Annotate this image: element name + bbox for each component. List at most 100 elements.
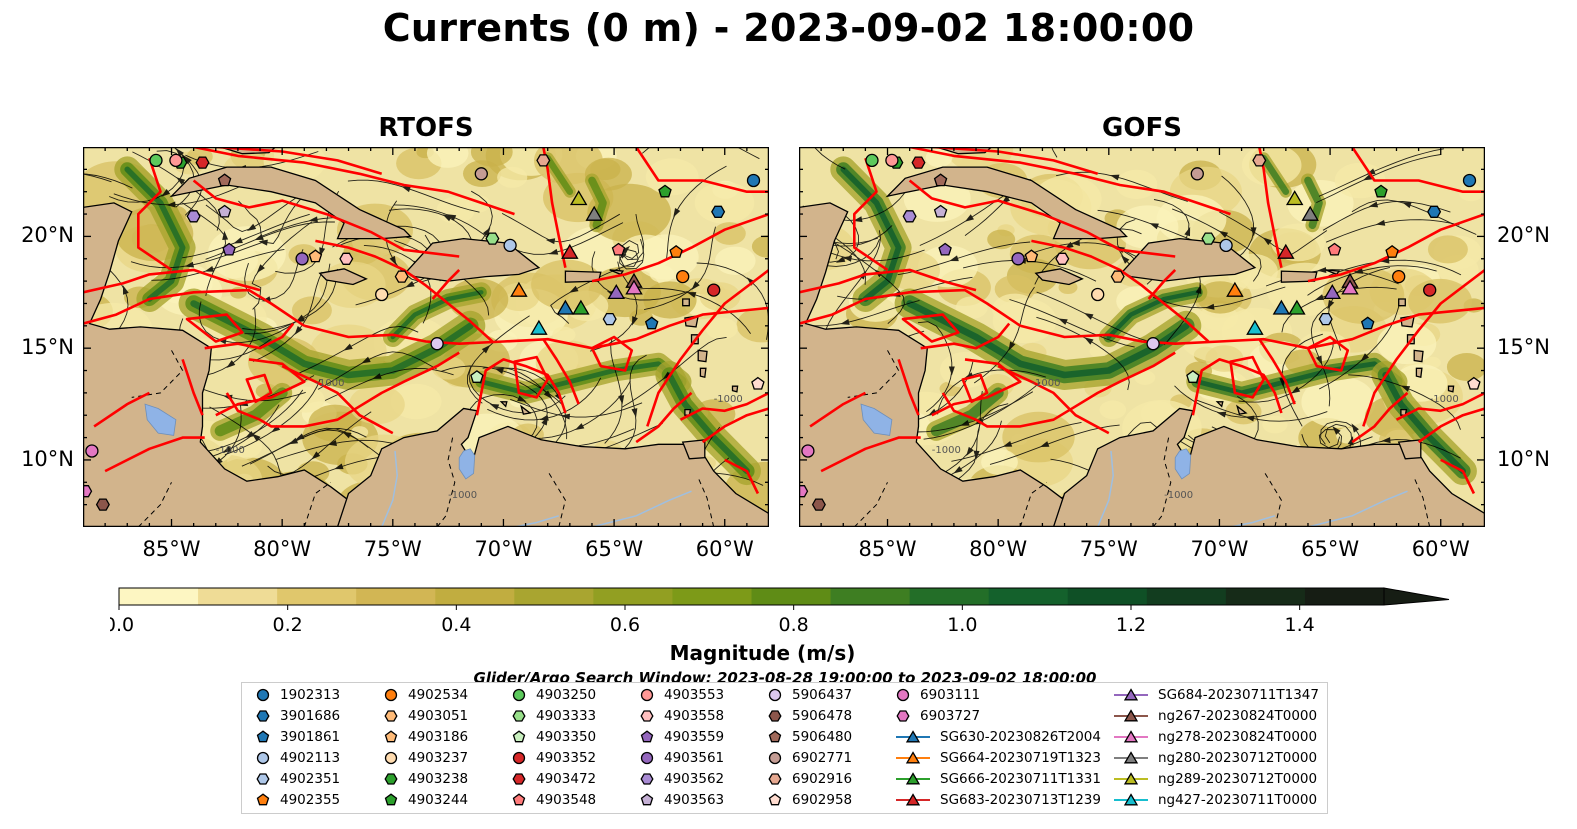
marker-4903558[interactable] xyxy=(1055,252,1070,265)
marker-4903051[interactable] xyxy=(394,270,409,283)
marker-4902355[interactable] xyxy=(1385,244,1399,258)
marker-4903352[interactable] xyxy=(707,283,721,297)
marker-4903563[interactable] xyxy=(933,204,948,218)
marker-4902534[interactable] xyxy=(1392,269,1406,284)
marker-1902313[interactable] xyxy=(1462,173,1477,188)
marker-4902534[interactable] xyxy=(676,269,690,284)
marker-6903727[interactable] xyxy=(83,485,93,498)
marker-6902916[interactable] xyxy=(536,154,551,167)
marker-ng278-20230824T0000[interactable] xyxy=(1341,279,1359,295)
marker-5906480[interactable] xyxy=(933,173,948,187)
country-border xyxy=(1019,481,1048,527)
marker-3901861[interactable] xyxy=(1360,316,1375,330)
marker-ng289-20230712T0000[interactable] xyxy=(1285,190,1304,206)
marker-6902771[interactable] xyxy=(1190,167,1204,181)
marker-4903561[interactable] xyxy=(295,252,309,266)
marker-4902351[interactable] xyxy=(602,312,617,326)
lon-tick-label: 75°W xyxy=(1079,537,1138,561)
marker-4903350[interactable] xyxy=(470,370,484,383)
legend-marker-triangle-icon xyxy=(1114,730,1148,743)
marker-6902771[interactable] xyxy=(474,167,488,181)
marker-SG664-20230719T1323[interactable] xyxy=(1226,281,1244,297)
country-border xyxy=(137,482,172,527)
marker-4903561[interactable] xyxy=(1011,252,1025,266)
legend-marker-hexagon-icon xyxy=(384,773,398,785)
colorbar-extend-arrow xyxy=(1383,587,1450,606)
marker-4903250[interactable] xyxy=(865,153,879,168)
marker-4903237[interactable] xyxy=(1091,287,1105,302)
marker-4903051[interactable] xyxy=(1110,270,1125,283)
marker-ng280-20230712T0000[interactable] xyxy=(585,205,603,221)
marker-ng427-20230711T0000[interactable] xyxy=(530,319,548,335)
marker-ng280-20230712T0000[interactable] xyxy=(1301,205,1319,221)
marker-SG683-20230713T1239[interactable] xyxy=(1277,243,1295,259)
marker-4902351[interactable] xyxy=(1318,312,1333,326)
marker-3901861[interactable] xyxy=(644,316,659,330)
marker-4903558[interactable] xyxy=(339,252,354,265)
marker-5906480[interactable] xyxy=(217,173,232,187)
marker-4903186[interactable] xyxy=(1024,249,1039,263)
legend-label: ng267-20230824T0000 xyxy=(1158,708,1318,724)
marker-4903352[interactable] xyxy=(1423,283,1437,297)
country-border xyxy=(853,482,888,527)
marker-SG684-20230711T1347[interactable] xyxy=(1323,284,1342,300)
marker-4903548[interactable] xyxy=(1327,242,1342,256)
marker-ng427-20230711T0000[interactable] xyxy=(1246,319,1264,335)
marker-1902313[interactable] xyxy=(746,173,761,188)
marker-SG683-20230713T1239[interactable] xyxy=(561,243,579,259)
marker-6903727[interactable] xyxy=(799,485,809,498)
marker-4903472[interactable] xyxy=(911,156,926,169)
marker-4903548[interactable] xyxy=(611,242,626,256)
marker-4902113[interactable] xyxy=(503,238,517,253)
marker-3901686[interactable] xyxy=(711,205,726,218)
marker-3901686[interactable] xyxy=(1427,205,1442,218)
marker-6902958[interactable] xyxy=(1467,376,1481,390)
marker-6903111[interactable] xyxy=(85,444,99,458)
marker-SG630-20230826T2004[interactable] xyxy=(1272,299,1291,315)
marker-ng278-20230824T0000[interactable] xyxy=(625,279,643,295)
map-panel-gofs[interactable]: -1000 -1000 -1000 -1000 xyxy=(799,147,1485,527)
marker-4903250[interactable] xyxy=(149,153,163,168)
legend-label: 6903111 xyxy=(920,687,981,703)
marker-6902916[interactable] xyxy=(1252,154,1267,167)
legend-item: 4903350 xyxy=(512,727,596,747)
marker-5906478[interactable] xyxy=(811,498,826,511)
marker-SG666-20230711T1331[interactable] xyxy=(572,299,590,315)
marker-5906478[interactable] xyxy=(95,498,110,511)
marker-4903562[interactable] xyxy=(186,210,201,223)
marker-SG666-20230711T1331[interactable] xyxy=(1288,299,1306,315)
marker-4903350[interactable] xyxy=(1186,370,1200,383)
marker-ng289-20230712T0000[interactable] xyxy=(569,190,588,206)
marker-4902355[interactable] xyxy=(669,244,683,258)
marker-4903559[interactable] xyxy=(222,242,236,256)
legend-label: 4902534 xyxy=(408,687,469,703)
marker-4903472[interactable] xyxy=(195,156,210,169)
colorbar-tick-label: 0.6 xyxy=(610,614,640,636)
lon-tick-label: 70°W xyxy=(1190,537,1249,561)
lat-tick-label-right: 10°N xyxy=(1497,446,1550,471)
marker-4903186[interactable] xyxy=(308,249,323,263)
marker-4903563[interactable] xyxy=(217,204,232,218)
marker-4903559[interactable] xyxy=(938,242,952,256)
marker-4903553[interactable] xyxy=(885,153,899,168)
marker-4903333[interactable] xyxy=(485,232,500,245)
marker-5906437[interactable] xyxy=(430,337,444,351)
marker-6903111[interactable] xyxy=(801,444,815,458)
marker-4903244[interactable] xyxy=(658,184,672,198)
marker-6902958[interactable] xyxy=(751,376,765,390)
marker-4903333[interactable] xyxy=(1201,232,1216,245)
marker-5906437[interactable] xyxy=(1146,337,1160,351)
legend-marker-triangle-icon xyxy=(896,793,930,806)
legend-marker-hexagon-icon xyxy=(512,773,526,785)
marker-4903553[interactable] xyxy=(169,153,183,168)
marker-4903244[interactable] xyxy=(1374,184,1388,198)
legend-item: SG630-20230826T2004 xyxy=(896,727,1101,747)
marker-SG684-20230711T1347[interactable] xyxy=(607,284,626,300)
colorbar-bins xyxy=(119,588,1385,605)
marker-SG664-20230719T1323[interactable] xyxy=(510,281,528,297)
map-panel-rtofs[interactable]: -1000 -1000 -1000 -1000 xyxy=(83,147,769,527)
marker-4902113[interactable] xyxy=(1219,238,1233,253)
marker-4903562[interactable] xyxy=(902,210,917,223)
marker-4903237[interactable] xyxy=(375,287,389,302)
marker-SG630-20230826T2004[interactable] xyxy=(556,299,575,315)
